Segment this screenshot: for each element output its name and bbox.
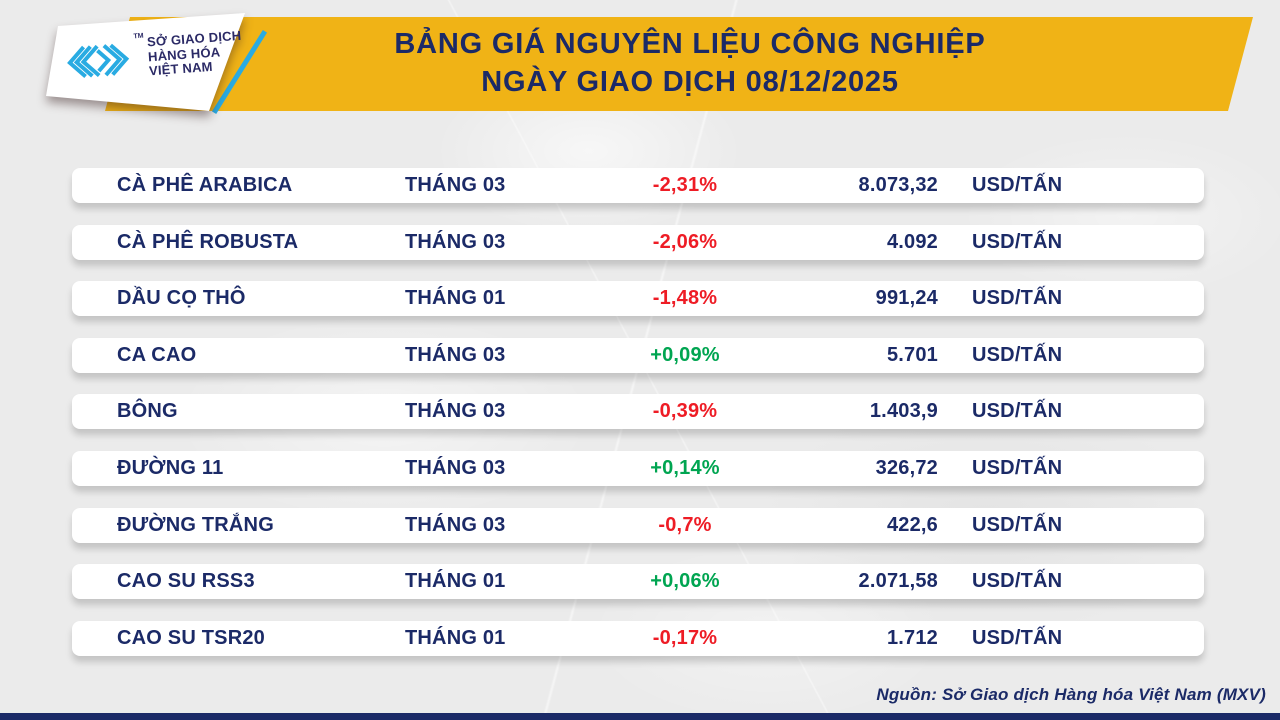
board-title: BẢNG GIÁ NGUYÊN LIỆU CÔNG NGHIỆP xyxy=(394,28,986,60)
price-value: 991,24 xyxy=(875,287,938,310)
contract-month: THÁNG 01 xyxy=(405,626,506,649)
commodity-name: ĐƯỜNG 11 xyxy=(117,456,224,479)
price-unit: USD/TẤN xyxy=(972,287,1063,310)
change-percent: +0,06% xyxy=(650,570,720,593)
price-unit: USD/TẤN xyxy=(972,626,1063,649)
change-percent: -0,39% xyxy=(652,400,718,423)
price-unit: USD/TẤN xyxy=(972,456,1063,479)
price-unit: USD/TẤN xyxy=(972,400,1063,423)
contract-month: THÁNG 01 xyxy=(405,570,506,593)
source-note: Nguồn: Sở Giao dịch Hàng hóa Việt Nam (M… xyxy=(876,685,1266,704)
change-percent: +0,09% xyxy=(650,343,720,366)
contract-month: THÁNG 03 xyxy=(405,513,506,536)
contract-month: THÁNG 03 xyxy=(405,343,506,366)
contract-month: THÁNG 03 xyxy=(405,174,506,196)
commodity-name: ĐƯỜNG TRẮNG xyxy=(117,513,274,536)
table-row: CÀ PHÊ ROBUSTA THÁNG 03 -2,06% 4.092 USD… xyxy=(72,224,1204,260)
change-percent: -0,7% xyxy=(658,513,712,536)
change-percent: -2,31% xyxy=(652,174,718,196)
change-percent: +0,14% xyxy=(650,456,720,479)
price-table: CÀ PHÊ ARABICA THÁNG 03 -2,31% 8.073,32 … xyxy=(72,168,1204,656)
price-unit: USD/TẤN xyxy=(972,230,1063,253)
contract-month: THÁNG 01 xyxy=(405,287,506,310)
price-value: 5.701 xyxy=(886,343,938,366)
commodity-name: BÔNG xyxy=(117,400,178,423)
table-row: ĐƯỜNG TRẮNG THÁNG 03 -0,7% 422,6 USD/TẤN xyxy=(72,507,1204,543)
trademark-symbol: TM xyxy=(133,32,144,41)
price-value: 422,6 xyxy=(886,513,938,536)
logo-org-name: SỞ GIAO DỊCH HÀNG HÓA VIỆT NAM xyxy=(147,28,244,79)
price-value: 326,72 xyxy=(875,456,938,479)
price-value: 1.403,9 xyxy=(869,400,938,423)
mxv-logo: TM SỞ GIAO DỊCH HÀNG HÓA VIỆT NAM xyxy=(40,8,252,118)
commodity-name: CAO SU TSR20 xyxy=(117,626,265,649)
board-subtitle: NGÀY GIAO DỊCH 08/12/2025 xyxy=(481,66,899,98)
change-percent: -1,48% xyxy=(652,287,718,310)
contract-month: THÁNG 03 xyxy=(405,456,506,479)
table-row: CÀ PHÊ ARABICA THÁNG 03 -2,31% 8.073,32 … xyxy=(72,168,1204,203)
commodity-name: DẦU CỌ THÔ xyxy=(117,287,246,310)
commodity-name: CÀ PHÊ ROBUSTA xyxy=(117,230,299,253)
table-row: CAO SU RSS3 THÁNG 01 +0,06% 2.071,58 USD… xyxy=(72,564,1204,600)
price-unit: USD/TẤN xyxy=(972,343,1063,366)
price-unit: USD/TẤN xyxy=(972,513,1063,536)
price-value: 2.071,58 xyxy=(858,570,938,593)
price-value: 4.092 xyxy=(886,230,938,253)
contract-month: THÁNG 03 xyxy=(405,230,506,253)
commodity-name: CAO SU RSS3 xyxy=(117,570,255,593)
change-percent: -0,17% xyxy=(652,626,718,649)
commodity-name: CÀ PHÊ ARABICA xyxy=(117,174,293,196)
table-row: CAO SU TSR20 THÁNG 01 -0,17% 1.712 USD/T… xyxy=(72,620,1204,656)
price-unit: USD/TẤN xyxy=(972,570,1063,593)
commodity-name: CA CAO xyxy=(117,343,197,366)
mxv-chevrons-icon xyxy=(67,43,130,78)
price-unit: USD/TẤN xyxy=(972,174,1063,196)
table-row: ĐƯỜNG 11 THÁNG 03 +0,14% 326,72 USD/TẤN xyxy=(72,450,1204,486)
price-value: 1.712 xyxy=(886,626,938,649)
table-row: BÔNG THÁNG 03 -0,39% 1.403,9 USD/TẤN xyxy=(72,394,1204,430)
bottom-bar xyxy=(0,713,1280,720)
price-value: 8.073,32 xyxy=(858,174,938,196)
contract-month: THÁNG 03 xyxy=(405,400,506,423)
table-row: DẦU CỌ THÔ THÁNG 01 -1,48% 991,24 USD/TẤ… xyxy=(72,281,1204,317)
table-row: CA CAO THÁNG 03 +0,09% 5.701 USD/TẤN xyxy=(72,337,1204,373)
change-percent: -2,06% xyxy=(652,230,718,253)
